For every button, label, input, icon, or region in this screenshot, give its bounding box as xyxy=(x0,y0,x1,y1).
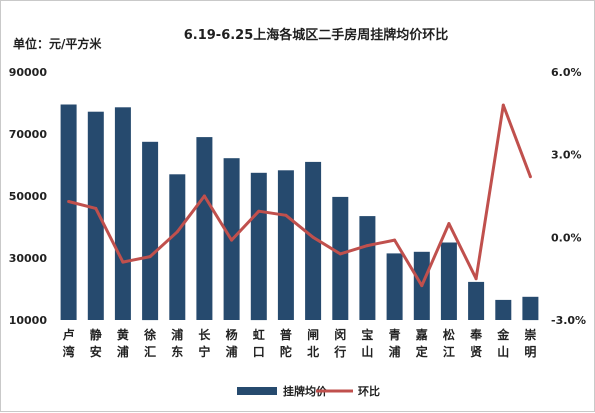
line-point xyxy=(257,209,261,213)
bar xyxy=(142,141,159,321)
category-label: 静安 xyxy=(90,327,102,359)
unit-label: 单位：元/平方米 xyxy=(13,36,102,51)
category-label: 奉贤 xyxy=(469,327,483,359)
line-path xyxy=(68,103,532,288)
line-point xyxy=(447,222,451,226)
category-label: 宝山 xyxy=(361,327,373,359)
bar xyxy=(495,299,512,320)
left-tick-label: 90000 xyxy=(9,66,48,79)
category-label: 浦东 xyxy=(171,327,183,359)
bar xyxy=(468,281,485,320)
bar xyxy=(114,107,131,320)
category-label: 卢湾 xyxy=(63,327,75,359)
line-series xyxy=(67,103,532,288)
category-label: 松江 xyxy=(443,327,455,359)
legend-line-label: 环比 xyxy=(358,384,380,398)
bar xyxy=(87,111,104,320)
right-tick-label: 0.0% xyxy=(551,231,582,244)
bar xyxy=(440,242,457,320)
legend-bar-label: 挂牌均价 xyxy=(283,384,328,398)
bar xyxy=(522,296,539,321)
category-label: 闵行 xyxy=(333,327,346,359)
line-point xyxy=(121,260,125,264)
category-label: 嘉定 xyxy=(415,327,428,359)
category-label: 普陀 xyxy=(280,327,292,359)
line-point xyxy=(365,244,369,248)
line-point xyxy=(474,277,478,281)
category-label: 崇明 xyxy=(524,327,536,359)
line-point xyxy=(230,238,234,242)
left-tick-label: 10000 xyxy=(9,314,48,327)
line-point xyxy=(311,235,315,239)
legend-bar-swatch xyxy=(237,387,277,395)
line-point xyxy=(393,238,397,242)
bar xyxy=(250,172,267,321)
line-point xyxy=(202,194,206,198)
bar xyxy=(196,137,213,320)
category-label: 徐汇 xyxy=(143,327,156,359)
left-axis: 10000 30000 50000 70000 90000 xyxy=(9,66,48,327)
line-point xyxy=(284,213,288,217)
line-point xyxy=(67,200,71,203)
bar xyxy=(359,216,376,320)
right-tick-label: 6.0% xyxy=(551,66,582,79)
bar xyxy=(305,161,322,320)
legend: 挂牌均价 环比 xyxy=(237,384,380,398)
line-point xyxy=(501,103,505,107)
bar xyxy=(332,196,349,320)
line-point xyxy=(420,284,424,288)
left-tick-label: 50000 xyxy=(9,190,48,203)
category-label: 杨浦 xyxy=(226,327,238,359)
category-label: 长宁 xyxy=(198,327,211,359)
category-label: 青浦 xyxy=(389,327,401,359)
category-label: 黄浦 xyxy=(117,327,129,359)
bar xyxy=(277,170,294,320)
right-axis: -3.0% 0.0% 3.0% 6.0% xyxy=(551,66,586,327)
line-point xyxy=(148,255,152,259)
left-tick-label: 70000 xyxy=(9,128,48,141)
chart-title: 6.19-6.25上海各城区二手房周挂牌均价环比 xyxy=(184,27,449,43)
right-tick-label: -3.0% xyxy=(551,314,586,327)
category-label: 金山 xyxy=(496,327,510,359)
line-point xyxy=(528,175,532,179)
left-tick-label: 30000 xyxy=(9,252,48,265)
category-label: 虹口 xyxy=(253,327,265,359)
category-label: 闸北 xyxy=(307,327,319,359)
line-point xyxy=(338,252,342,256)
right-tick-label: 3.0% xyxy=(551,149,582,162)
line-point xyxy=(94,206,98,210)
bar xyxy=(169,174,186,320)
line-point xyxy=(175,230,179,234)
bar xyxy=(386,253,403,320)
bar-series xyxy=(60,104,539,321)
bar xyxy=(60,104,77,320)
